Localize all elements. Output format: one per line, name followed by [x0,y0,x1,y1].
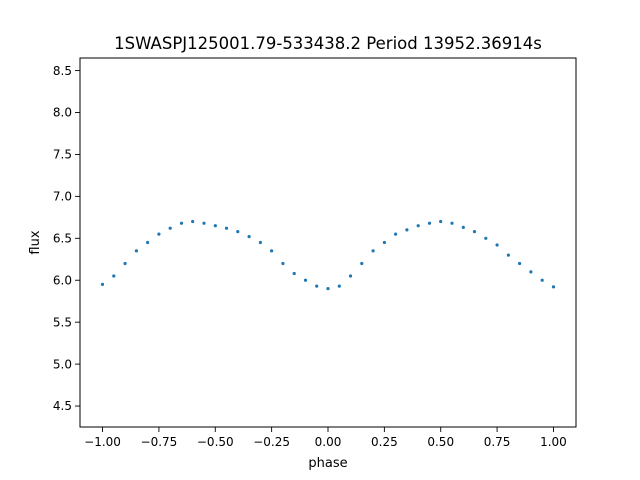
y-tick-label: 8.5 [53,64,72,78]
data-point [224,226,229,230]
y-tick-label: 7.0 [53,190,72,204]
data-point [292,271,296,276]
data-point [134,249,138,253]
data-point [281,261,285,266]
data-point [202,221,206,225]
data-point [416,224,420,228]
y-tick-label: 5.0 [53,357,72,371]
y-tick-label: 4.5 [53,399,72,413]
data-point [157,232,161,236]
data-point [326,287,330,291]
data-point [123,261,127,266]
data-point [382,240,386,245]
x-axis: −1.00 −0.75 −0.50 −0.25 0.00 0.25 0.50 0.75 1.00 [84,427,567,449]
x-tick-label: 0.25 [371,435,398,449]
y-tick-label: 6.0 [53,273,72,287]
data-point [179,221,184,225]
data-point [551,285,556,289]
x-axis-label: phase [308,456,347,471]
x-tick-label: −1.00 [84,435,121,449]
x-tick-label: −0.50 [197,435,234,449]
y-axis: 4.5 5.0 5.5 6.0 6.5 7.0 7.5 8.0 8.5 [53,64,80,413]
data-point [270,249,274,253]
chart-title: 1SWASPJ125001.79-533438.2 Period 13952.3… [114,34,542,53]
data-point [529,270,533,274]
y-tick-label: 5.5 [53,315,72,329]
data-point [518,261,522,266]
data-point [247,235,251,239]
x-tick-label: 0.00 [315,435,342,449]
data-point [506,253,510,257]
data-point [371,249,375,253]
x-tick-label: −0.75 [141,435,178,449]
data-point [427,221,432,225]
data-point [191,219,195,224]
data-point [168,226,172,230]
data-point [303,278,308,282]
y-tick-label: 6.5 [53,232,72,246]
data-point [461,225,465,229]
x-tick-label: 0.75 [484,435,511,449]
data-points [100,219,556,291]
data-point [236,230,240,234]
data-point [146,240,150,245]
y-axis-label: flux [28,230,43,254]
data-point [394,232,398,236]
y-tick-label: 8.0 [53,106,72,120]
data-point [439,219,443,224]
data-point [360,261,364,266]
x-tick-label: 1.00 [540,435,567,449]
data-point [315,284,319,288]
data-point [337,284,341,288]
data-point [405,228,409,232]
x-tick-label: −0.25 [253,435,290,449]
data-point [348,274,353,278]
data-point [495,243,499,247]
data-point [213,224,217,228]
data-point [484,236,488,240]
data-point [450,221,454,225]
data-point [540,278,544,282]
data-point [100,282,105,286]
x-tick-label: 0.50 [427,435,454,449]
data-point [258,240,262,245]
data-point [112,274,116,278]
data-point [472,230,477,234]
y-tick-label: 7.5 [53,148,72,162]
